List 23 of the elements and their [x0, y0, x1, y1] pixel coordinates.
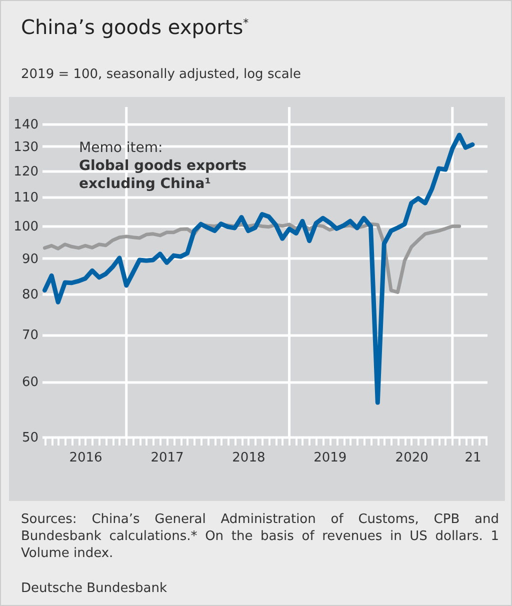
y-tick-label: 50 [22, 430, 38, 446]
y-tick-label: 110 [14, 190, 38, 206]
y-tick-label: 140 [14, 117, 38, 132]
annotation: Memo item: [79, 139, 164, 157]
y-tick-label: 70 [22, 328, 38, 344]
y-tick-label: 80 [22, 288, 38, 303]
chart-title: China’s goods exports$^{*}$ [21, 15, 249, 39]
x-tick-label: 2019 [314, 450, 347, 466]
y-tick-label: 130 [14, 140, 38, 155]
line-series [42, 132, 475, 405]
x-tick-label: 2018 [232, 450, 266, 466]
y-tick-label: 100 [14, 220, 38, 235]
x-tick-label: 2017 [150, 450, 184, 466]
x-tick-label: 21 [464, 450, 482, 466]
chart-subtitle: 2019 = 100, seasonally adjusted, log scale [21, 67, 301, 82]
x-tick-label: 2016 [69, 450, 102, 466]
source-note: Sources: China’s General Administration of Customs, CPB and Bundesbank calculations.* On the basis of revenues in US dollars. 1 Volume index. [21, 511, 499, 562]
text: Global goods exports excluding China¹ [79, 157, 248, 193]
text: Deutsche Bundesbank [21, 581, 168, 596]
y-tick-label: 60 [22, 375, 38, 390]
x-tick-label: 2020 [395, 450, 428, 466]
y-tick-label: 120 [14, 164, 38, 180]
y-tick-label: 90 [22, 252, 38, 267]
